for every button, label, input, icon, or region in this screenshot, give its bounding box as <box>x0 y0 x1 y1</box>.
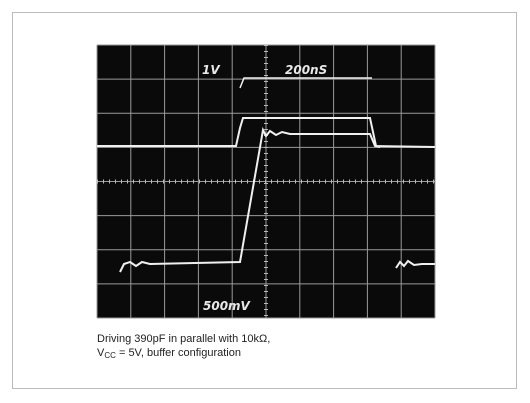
scope-time-label: 200nS <box>285 63 327 77</box>
caption-text: V <box>97 347 105 359</box>
time-bracket <box>239 77 372 89</box>
caption-line: Driving 390pF in parallel with 10kΩ, <box>97 333 271 345</box>
scope-volts-label: 1V <box>202 63 221 77</box>
figure-frame <box>12 12 517 389</box>
caption: Driving 390pF in parallel with 10kΩ, VCC… <box>97 332 270 363</box>
caption-subscript: CC <box>104 351 116 360</box>
scope-volts-label-2: 500mV <box>203 299 252 313</box>
traces <box>97 77 436 273</box>
graticule <box>96 44 436 319</box>
caption-line: VCC = 5V, buffer configuration <box>97 346 270 363</box>
trace-output <box>119 126 381 273</box>
trace-output-right <box>395 259 435 269</box>
caption-text: = 5V, buffer configuration <box>115 347 241 359</box>
